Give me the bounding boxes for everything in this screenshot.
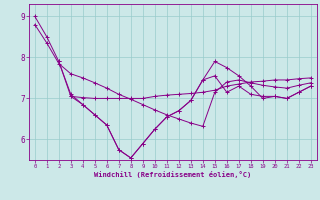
X-axis label: Windchill (Refroidissement éolien,°C): Windchill (Refroidissement éolien,°C) xyxy=(94,171,252,178)
